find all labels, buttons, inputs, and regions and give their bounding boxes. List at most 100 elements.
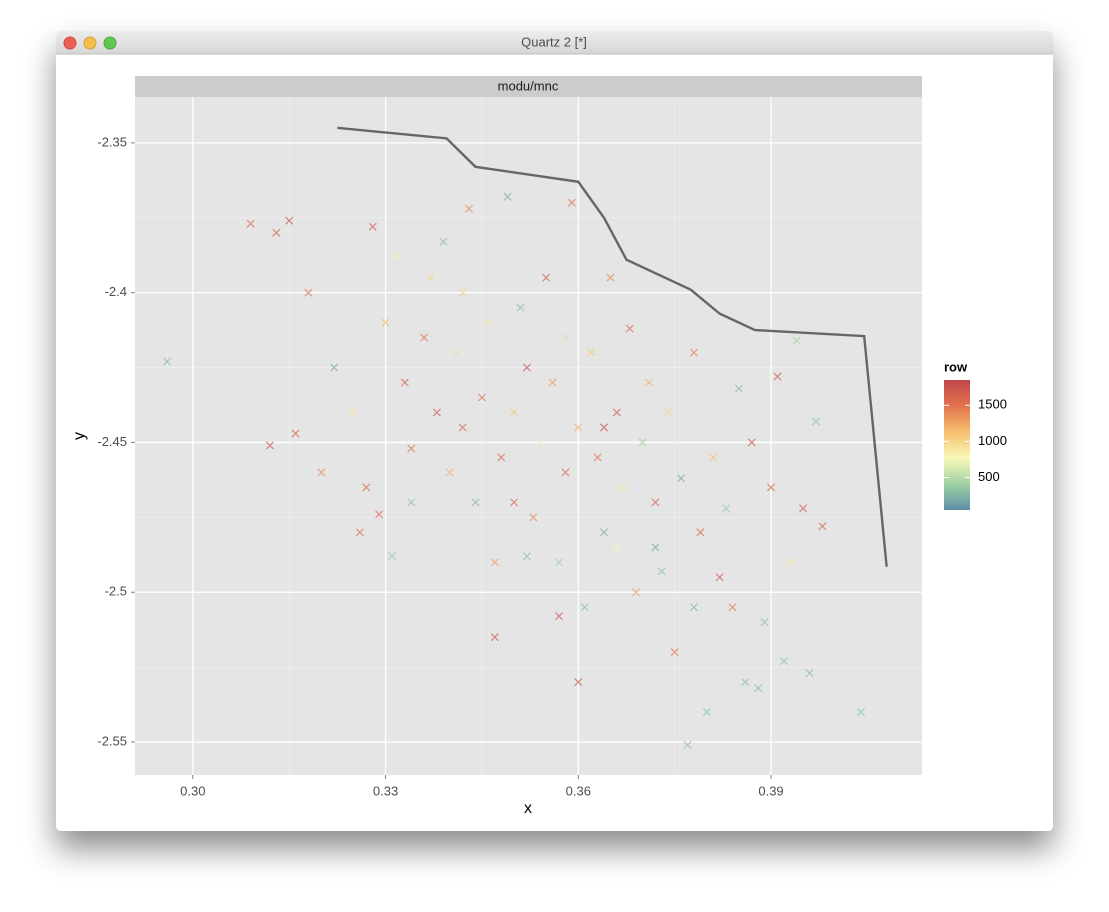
y-tick-label: -2.45 bbox=[97, 434, 127, 449]
point bbox=[561, 333, 570, 342]
zoom-button[interactable] bbox=[103, 36, 117, 50]
point bbox=[651, 498, 660, 507]
point bbox=[387, 552, 397, 561]
point bbox=[510, 408, 519, 417]
point bbox=[471, 498, 480, 507]
point-stroke bbox=[683, 741, 692, 750]
point bbox=[657, 567, 666, 576]
point-stroke bbox=[535, 438, 544, 447]
point bbox=[856, 708, 865, 717]
point bbox=[368, 222, 377, 231]
close-button[interactable] bbox=[63, 36, 77, 50]
point-stroke bbox=[715, 573, 724, 582]
point bbox=[465, 204, 474, 213]
point-stroke bbox=[689, 348, 698, 357]
point bbox=[741, 678, 750, 687]
point bbox=[599, 528, 609, 537]
point bbox=[818, 522, 827, 531]
point bbox=[767, 483, 776, 492]
point-stroke bbox=[452, 348, 461, 357]
point bbox=[612, 543, 621, 552]
y-axis-label: y bbox=[71, 432, 88, 440]
point bbox=[265, 441, 274, 450]
point-stroke bbox=[767, 483, 776, 492]
point-stroke bbox=[490, 558, 499, 567]
facet-strip bbox=[135, 76, 922, 97]
point bbox=[285, 216, 294, 225]
point-stroke bbox=[811, 417, 821, 426]
point bbox=[458, 423, 467, 432]
point-stroke bbox=[651, 543, 660, 552]
point-stroke bbox=[355, 528, 364, 537]
colorbar-title: row bbox=[944, 359, 968, 374]
point bbox=[606, 273, 615, 282]
point-stroke bbox=[574, 423, 583, 432]
minimize-button[interactable] bbox=[83, 36, 97, 50]
point-stroke bbox=[561, 333, 570, 342]
point-stroke bbox=[805, 669, 814, 678]
point-stroke bbox=[529, 513, 538, 522]
point-stroke bbox=[702, 708, 711, 717]
point-stroke bbox=[381, 318, 390, 327]
facet-label: modu/mnc bbox=[498, 78, 559, 93]
point bbox=[760, 618, 769, 627]
point-stroke bbox=[484, 318, 493, 327]
point-stroke bbox=[786, 558, 795, 567]
point bbox=[612, 408, 621, 417]
point-stroke bbox=[477, 393, 486, 402]
point-stroke bbox=[362, 483, 371, 492]
point bbox=[535, 438, 544, 447]
point bbox=[670, 648, 679, 657]
point-stroke bbox=[728, 603, 737, 612]
point bbox=[548, 378, 557, 387]
point-stroke bbox=[799, 504, 808, 513]
point-stroke bbox=[664, 408, 673, 417]
point-stroke bbox=[497, 453, 506, 462]
point-stroke bbox=[554, 558, 564, 567]
point-stroke bbox=[818, 522, 827, 531]
point-stroke bbox=[580, 603, 589, 612]
point-stroke bbox=[349, 408, 358, 417]
point bbox=[651, 543, 660, 552]
point-stroke bbox=[734, 384, 743, 393]
point bbox=[381, 318, 390, 327]
point bbox=[587, 348, 596, 357]
point bbox=[567, 198, 576, 207]
point-stroke bbox=[632, 588, 641, 597]
point bbox=[734, 384, 743, 393]
point-stroke bbox=[445, 468, 454, 477]
point-stroke bbox=[548, 378, 557, 387]
point-stroke bbox=[779, 657, 788, 666]
point bbox=[773, 372, 782, 381]
point-stroke bbox=[522, 363, 531, 372]
point bbox=[702, 708, 711, 717]
point bbox=[426, 273, 435, 282]
point bbox=[722, 504, 731, 513]
point bbox=[554, 558, 564, 567]
point bbox=[407, 498, 416, 507]
colorbar bbox=[944, 380, 970, 510]
x-tick-label: 0.36 bbox=[566, 783, 591, 798]
point bbox=[689, 348, 698, 357]
point bbox=[355, 528, 364, 537]
panel bbox=[135, 97, 922, 775]
point-stroke bbox=[330, 363, 339, 372]
point-stroke bbox=[503, 192, 512, 201]
point bbox=[580, 603, 589, 612]
point-stroke bbox=[587, 348, 596, 357]
point bbox=[163, 357, 172, 366]
point bbox=[490, 558, 499, 567]
point-stroke bbox=[368, 222, 377, 231]
x-axis-label: x bbox=[524, 800, 532, 817]
point bbox=[625, 324, 634, 333]
point bbox=[709, 453, 718, 462]
point-stroke bbox=[722, 504, 731, 513]
point bbox=[375, 510, 384, 519]
point-stroke bbox=[387, 552, 397, 561]
point-stroke bbox=[773, 372, 782, 381]
point-stroke bbox=[689, 603, 698, 612]
point-stroke bbox=[304, 288, 313, 297]
point-stroke bbox=[432, 408, 441, 417]
point-stroke bbox=[619, 483, 628, 492]
